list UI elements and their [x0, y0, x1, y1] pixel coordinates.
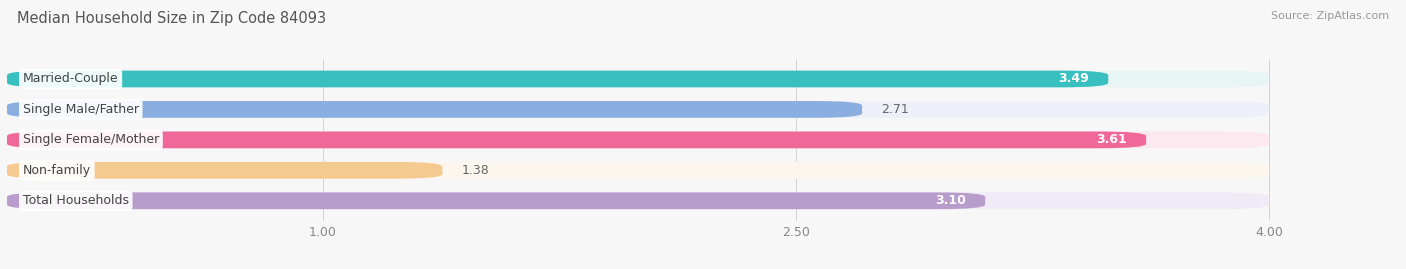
- FancyBboxPatch shape: [7, 162, 443, 179]
- Text: 3.49: 3.49: [1059, 72, 1090, 86]
- Text: 1.38: 1.38: [461, 164, 489, 177]
- Text: Non-family: Non-family: [22, 164, 91, 177]
- FancyBboxPatch shape: [7, 70, 1108, 87]
- FancyBboxPatch shape: [7, 132, 1146, 148]
- Text: Median Household Size in Zip Code 84093: Median Household Size in Zip Code 84093: [17, 11, 326, 26]
- Text: Single Male/Father: Single Male/Father: [22, 103, 139, 116]
- FancyBboxPatch shape: [7, 101, 1270, 118]
- FancyBboxPatch shape: [7, 192, 986, 209]
- FancyBboxPatch shape: [7, 132, 1270, 148]
- Text: Total Households: Total Households: [22, 194, 129, 207]
- Text: 3.61: 3.61: [1097, 133, 1128, 146]
- Text: 3.10: 3.10: [935, 194, 966, 207]
- Text: Single Female/Mother: Single Female/Mother: [22, 133, 159, 146]
- FancyBboxPatch shape: [7, 101, 862, 118]
- Text: 2.71: 2.71: [882, 103, 908, 116]
- Text: Source: ZipAtlas.com: Source: ZipAtlas.com: [1271, 11, 1389, 21]
- Text: Married-Couple: Married-Couple: [22, 72, 118, 86]
- FancyBboxPatch shape: [7, 192, 1270, 209]
- FancyBboxPatch shape: [7, 162, 1270, 179]
- FancyBboxPatch shape: [7, 70, 1270, 87]
